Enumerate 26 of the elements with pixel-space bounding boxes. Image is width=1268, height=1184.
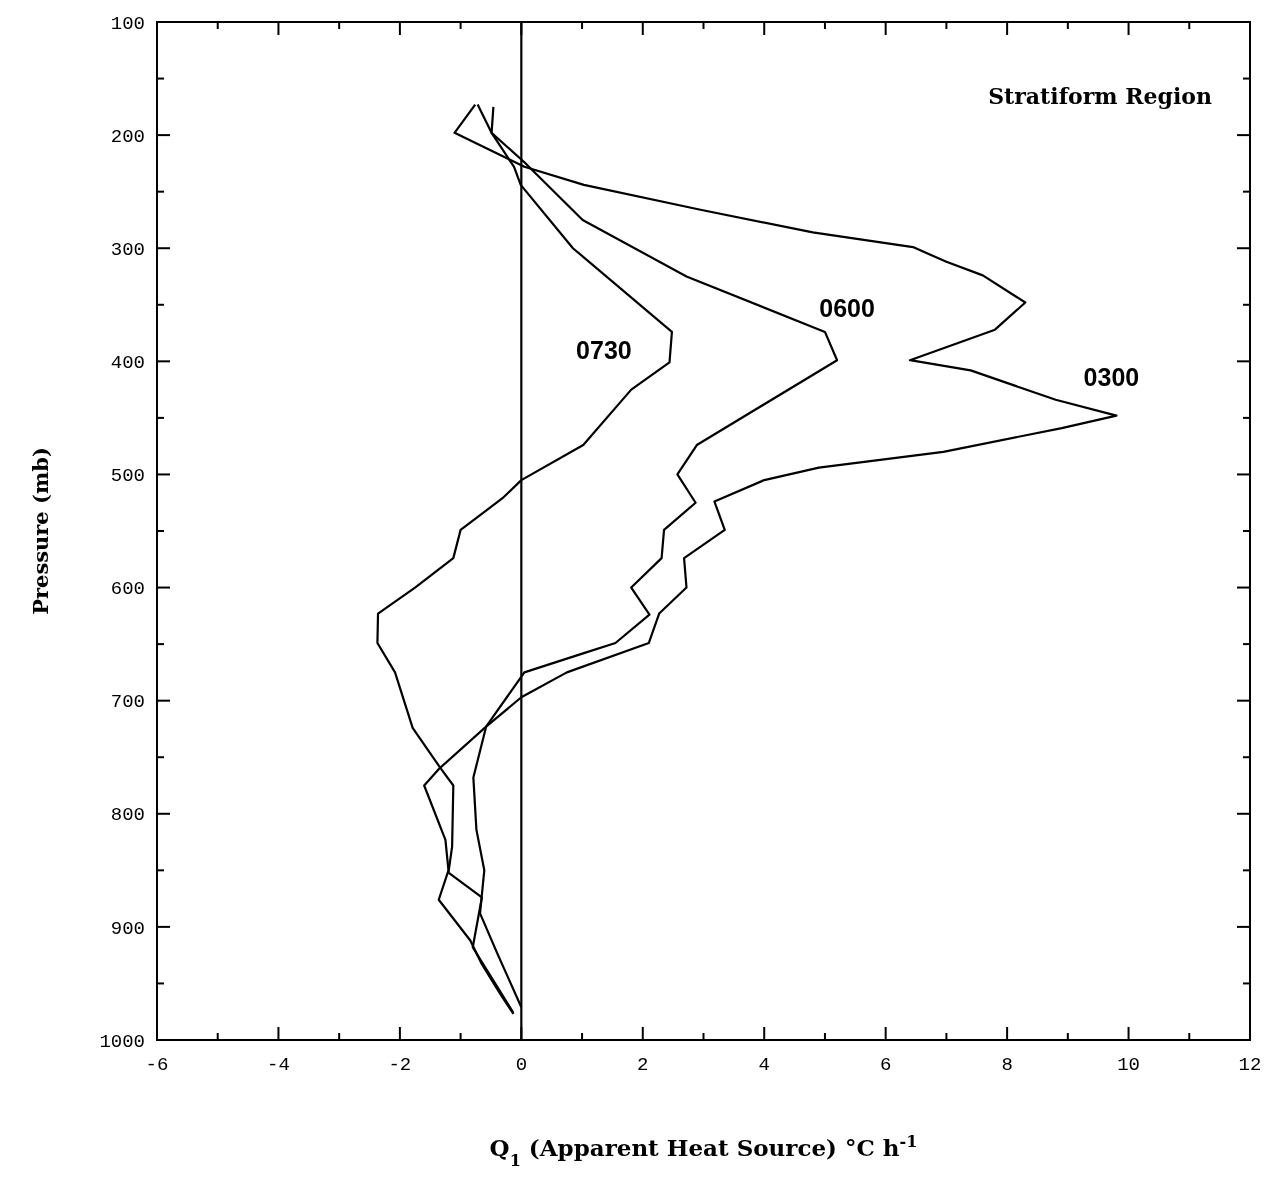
x-tick-label: 8	[1001, 1054, 1013, 1076]
x-tick-label: 10	[1117, 1054, 1140, 1076]
series-label: 0300	[1083, 363, 1140, 392]
y-tick-label: 700	[110, 691, 145, 714]
y-tick-label: 500	[110, 465, 145, 488]
y-axis-title: Pressure (mb)	[28, 447, 53, 615]
x-tick-label: 6	[879, 1054, 892, 1076]
y-tick-label: 300	[110, 238, 145, 261]
x-tick-label: 12	[1238, 1054, 1262, 1076]
series-label: 0600	[819, 293, 875, 322]
x-tick-label: 2	[637, 1054, 649, 1076]
x-tick-label: -6	[145, 1054, 169, 1076]
y-tick-label: 600	[110, 578, 145, 601]
annotation: Stratiform Region	[988, 83, 1212, 109]
y-tick-label: 900	[110, 917, 145, 940]
x-tick-label: -2	[388, 1054, 412, 1076]
y-tick-label: 800	[110, 804, 145, 827]
x-tick-label: -4	[267, 1054, 290, 1076]
x-axis-title: Q$_{1}$ (Apparent Heat Source) °C h$^{-1}$	[489, 1131, 918, 1170]
y-tick-label: 100	[110, 12, 145, 35]
y-tick-label: 200	[110, 125, 145, 148]
x-tick-label: 4	[758, 1054, 770, 1076]
x-tick-label: 0	[515, 1054, 528, 1076]
y-tick-label: 400	[110, 351, 145, 374]
y-tick-label: 1000	[99, 1030, 145, 1053]
series-label: 0730	[576, 335, 632, 364]
